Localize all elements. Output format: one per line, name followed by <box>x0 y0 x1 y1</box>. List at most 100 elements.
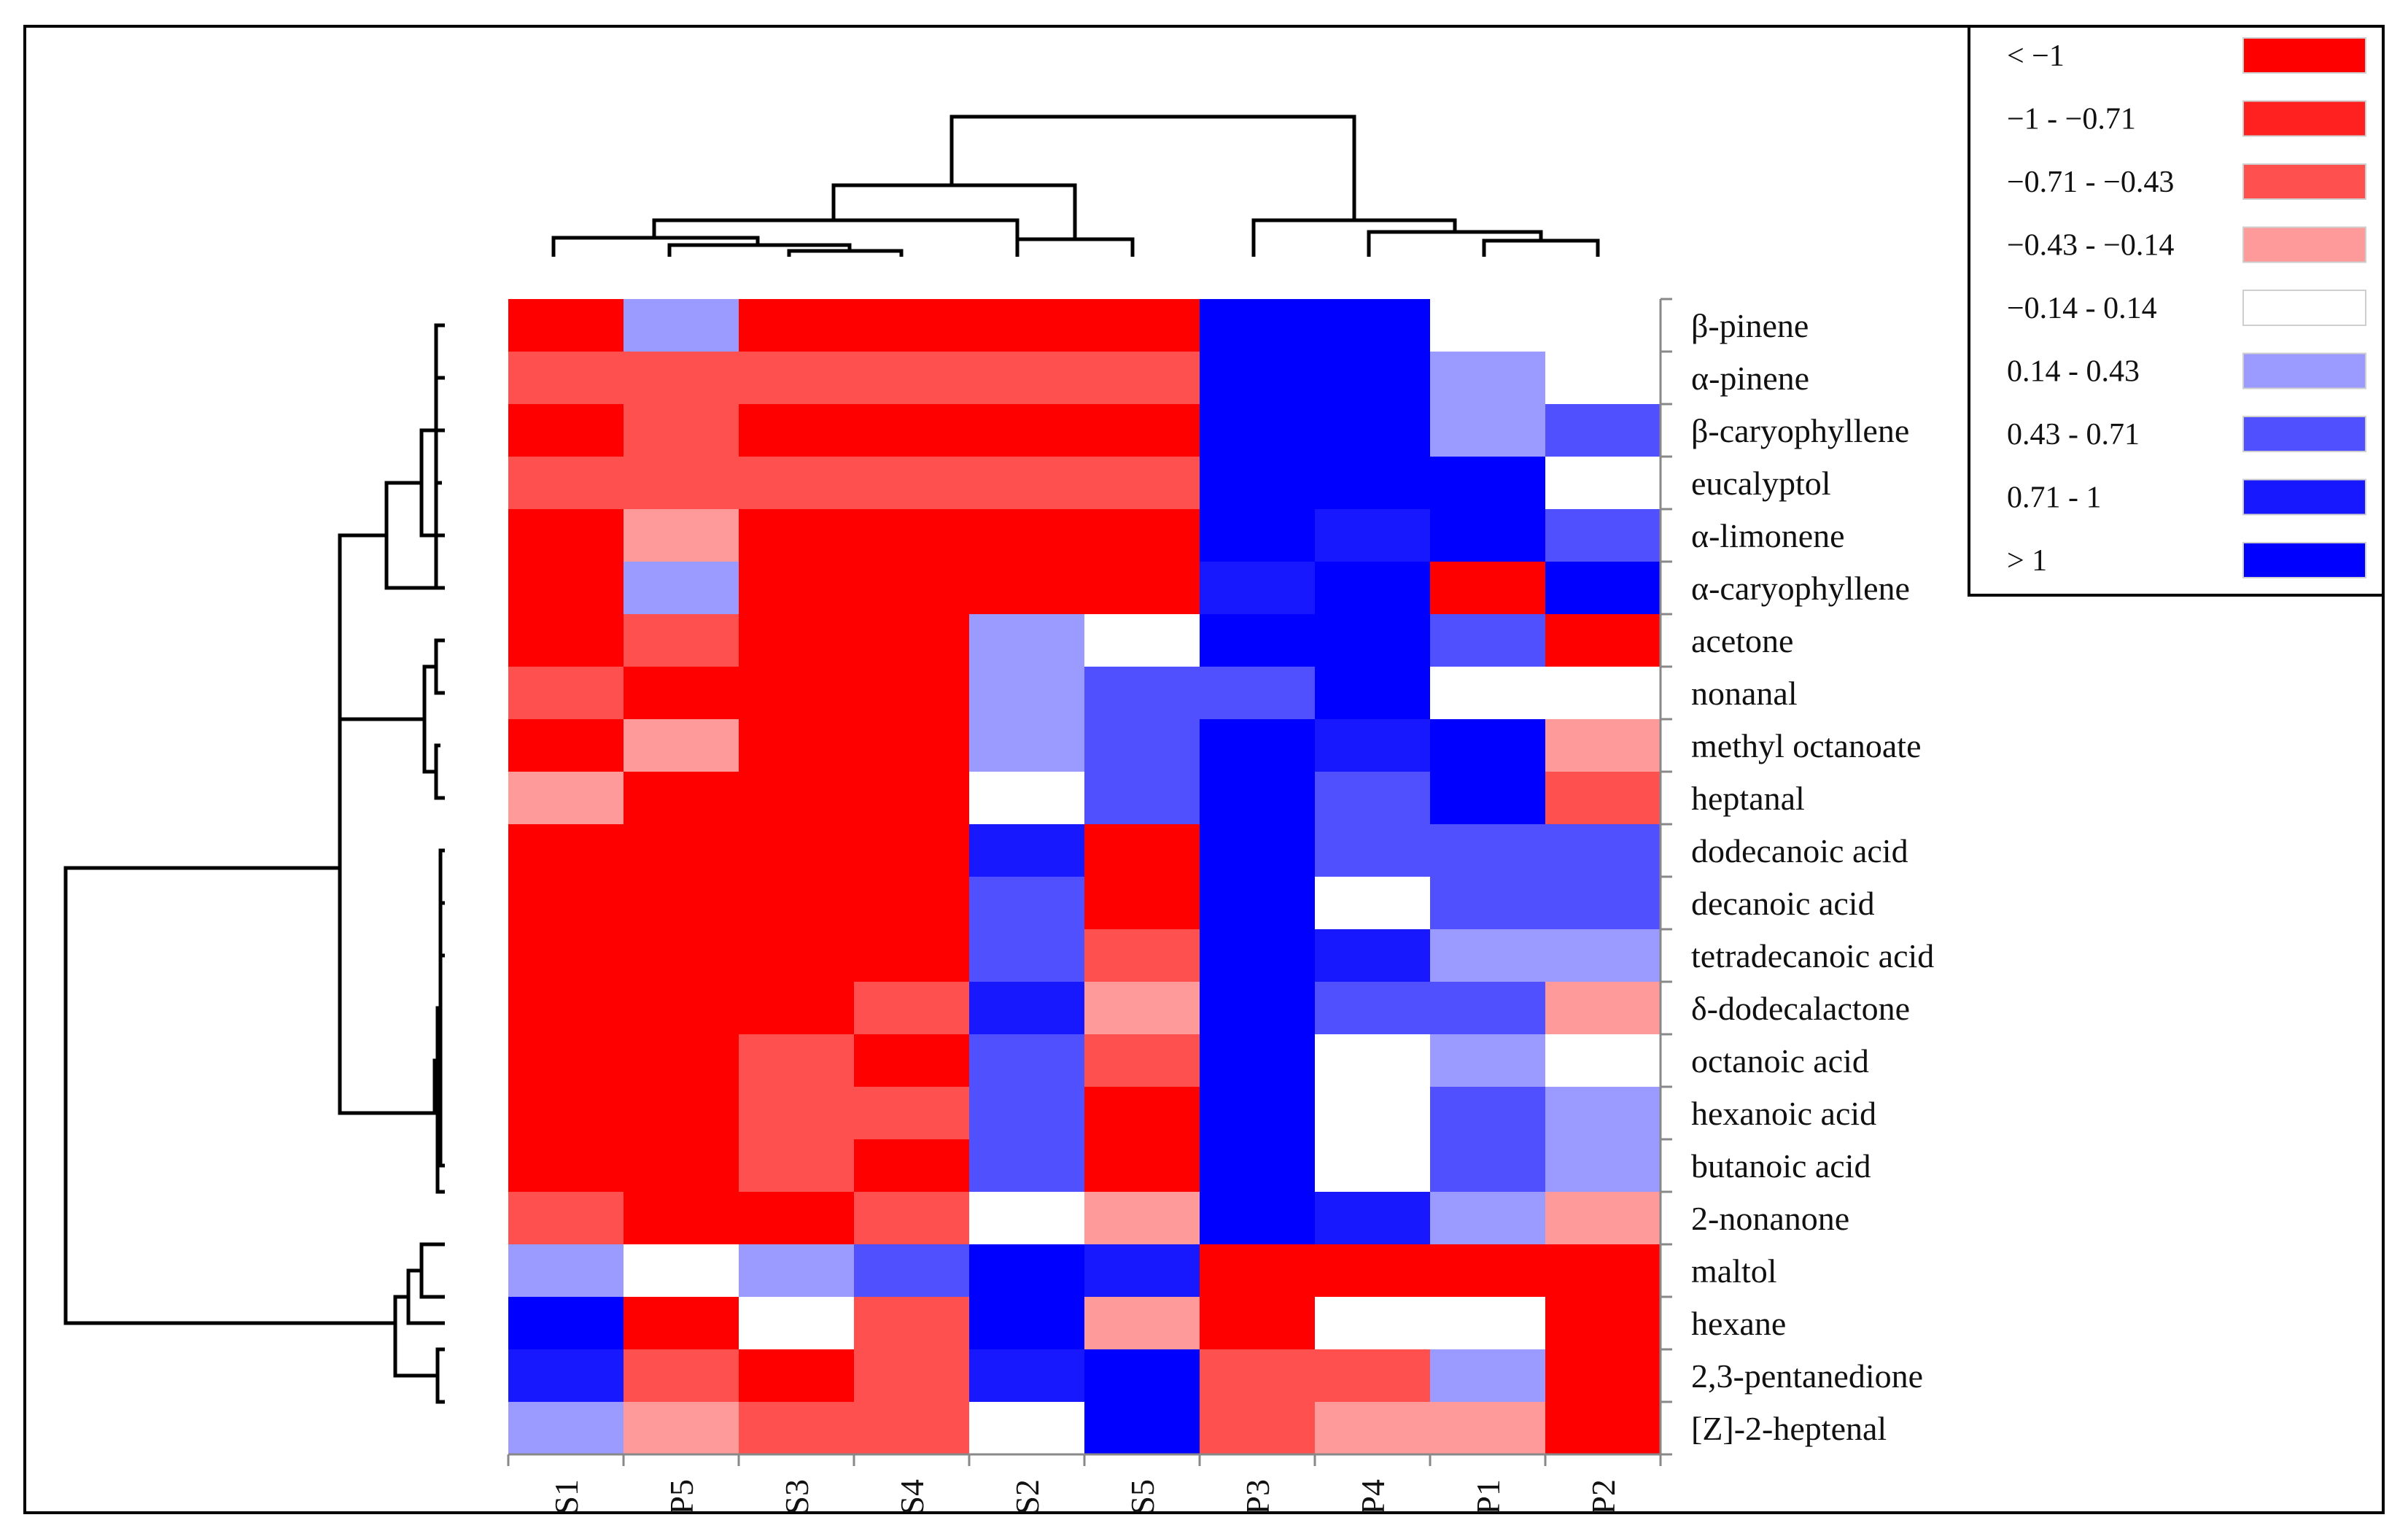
heatmap-cell <box>854 1139 970 1193</box>
heatmap-cell <box>739 1349 855 1403</box>
heatmap-cell <box>1545 772 1661 825</box>
row-dendro-link <box>63 866 395 1325</box>
legend-items: < −1 −1 - −0.71 −0.71 - −0.43 −0.43 - −0.14… <box>2007 37 2366 578</box>
legend-label: 0.71 - 1 <box>2007 481 2102 515</box>
legend-swatch <box>2242 478 2366 516</box>
heatmap-cell <box>624 457 739 510</box>
heatmap-cell <box>1545 1034 1661 1088</box>
heatmap-cell <box>1200 352 1316 405</box>
heatmap-cell <box>739 404 855 457</box>
column-label: P1 <box>1469 1479 1507 1515</box>
heatmap-cell <box>1430 772 1546 825</box>
heatmap-cell <box>508 719 624 772</box>
row-label: butanoic acid <box>1691 1147 1871 1185</box>
heatmap-cell <box>1084 1192 1200 1245</box>
row-dendro-link <box>432 1058 440 1115</box>
heatmap-cell <box>1084 1297 1200 1350</box>
heatmap-ticks <box>507 298 1672 1466</box>
heatmap-cell <box>854 509 970 562</box>
heatmap-cell <box>739 299 855 352</box>
heatmap-cell <box>624 1034 739 1088</box>
heatmap-cell <box>1430 1297 1546 1350</box>
col-dendro-link <box>949 115 1356 220</box>
heatmap-cell <box>1084 562 1200 615</box>
heatmap-cell <box>969 929 1085 982</box>
column-label: S5 <box>1124 1479 1161 1515</box>
heatmap-cell <box>624 509 739 562</box>
heatmap-cell <box>624 1139 739 1193</box>
heatmap-cell <box>1315 929 1431 982</box>
heatmap-cell <box>1200 562 1316 615</box>
heatmap-cell <box>739 1297 855 1350</box>
heatmap-cell <box>739 562 855 615</box>
heatmap-cell <box>1315 667 1431 720</box>
heatmap-cell <box>739 1139 855 1193</box>
heatmap-cell <box>854 299 970 352</box>
heatmap-cell <box>854 667 970 720</box>
column-labels: S1 P5 S3 S4 S2 S5 P3 P4 P1 P2 <box>548 1479 1622 1515</box>
heatmap-cell <box>1430 824 1546 877</box>
heatmap-cell <box>854 1087 970 1140</box>
heatmap-cell <box>739 1402 855 1455</box>
heatmap-cell <box>854 1192 970 1245</box>
column-label: P4 <box>1354 1479 1391 1515</box>
column-label: P3 <box>1239 1479 1276 1515</box>
column-dendrogram <box>551 115 1600 257</box>
heatmap-cell <box>508 772 624 825</box>
heatmap-cell <box>1084 509 1200 562</box>
legend-label: 0.14 - 0.43 <box>2007 355 2140 389</box>
heatmap-cell <box>1084 877 1200 930</box>
heatmap-cell <box>1315 509 1431 562</box>
heatmap-cell <box>1084 824 1200 877</box>
heatmap-cell <box>1084 352 1200 405</box>
heatmap-cell <box>969 1349 1085 1403</box>
heatmap-cell <box>1315 1139 1431 1193</box>
legend-swatch <box>2242 352 2366 389</box>
heatmap-cell <box>1430 457 1546 510</box>
row-label: acetone <box>1691 622 1793 659</box>
heatmap-cell <box>1315 982 1431 1035</box>
heatmap-cell <box>969 1244 1085 1298</box>
heatmap-cell <box>969 614 1085 667</box>
heatmap-cell <box>1084 457 1200 510</box>
heatmap-cell <box>1315 299 1431 352</box>
row-label: 2-nonanone <box>1691 1200 1849 1237</box>
row-labels: β-pinene α-pinene β-caryophyllene eucalypto… <box>1691 307 1934 1447</box>
heatmap-cell <box>739 509 855 562</box>
heatmap-cell <box>739 1244 855 1298</box>
heatmap-cell <box>1200 824 1316 877</box>
heatmap-cell <box>1084 404 1200 457</box>
heatmap-cell <box>1315 719 1431 772</box>
heatmap-cell <box>1430 1192 1546 1245</box>
heatmap-cell <box>739 667 855 720</box>
heatmap-cell <box>1084 772 1200 825</box>
heatmap-cell <box>739 719 855 772</box>
row-label: methyl octanoate <box>1691 727 1922 764</box>
heatmap-cell <box>854 1244 970 1298</box>
heatmap-cell <box>1200 299 1316 352</box>
row-label: β-pinene <box>1691 307 1809 344</box>
heatmap-cell <box>1200 877 1316 930</box>
column-label: S1 <box>548 1479 585 1515</box>
heatmap-cell <box>1084 667 1200 720</box>
heatmap-cell <box>508 667 624 720</box>
heatmap-cell <box>969 719 1085 772</box>
heatmap-cell <box>624 1244 739 1298</box>
heatmap-cell <box>739 614 855 667</box>
heatmap-cell <box>854 772 970 825</box>
heatmap-cell <box>1200 509 1316 562</box>
heatmap-cell <box>624 982 739 1035</box>
heatmap-cell <box>739 772 855 825</box>
heatmap-cell <box>1545 719 1661 772</box>
heatmap-cell <box>1430 352 1546 405</box>
heatmap-cell <box>1430 929 1546 982</box>
heatmap-cell <box>508 1244 624 1298</box>
heatmap-cell <box>624 299 739 352</box>
heatmap-cell <box>1200 1244 1316 1298</box>
row-label: hexanoic acid <box>1691 1095 1876 1132</box>
row-dendro-link <box>393 1295 445 1404</box>
heatmap-cell <box>854 982 970 1035</box>
heatmap-cell <box>508 1087 624 1140</box>
heatmap-cell <box>739 1034 855 1088</box>
